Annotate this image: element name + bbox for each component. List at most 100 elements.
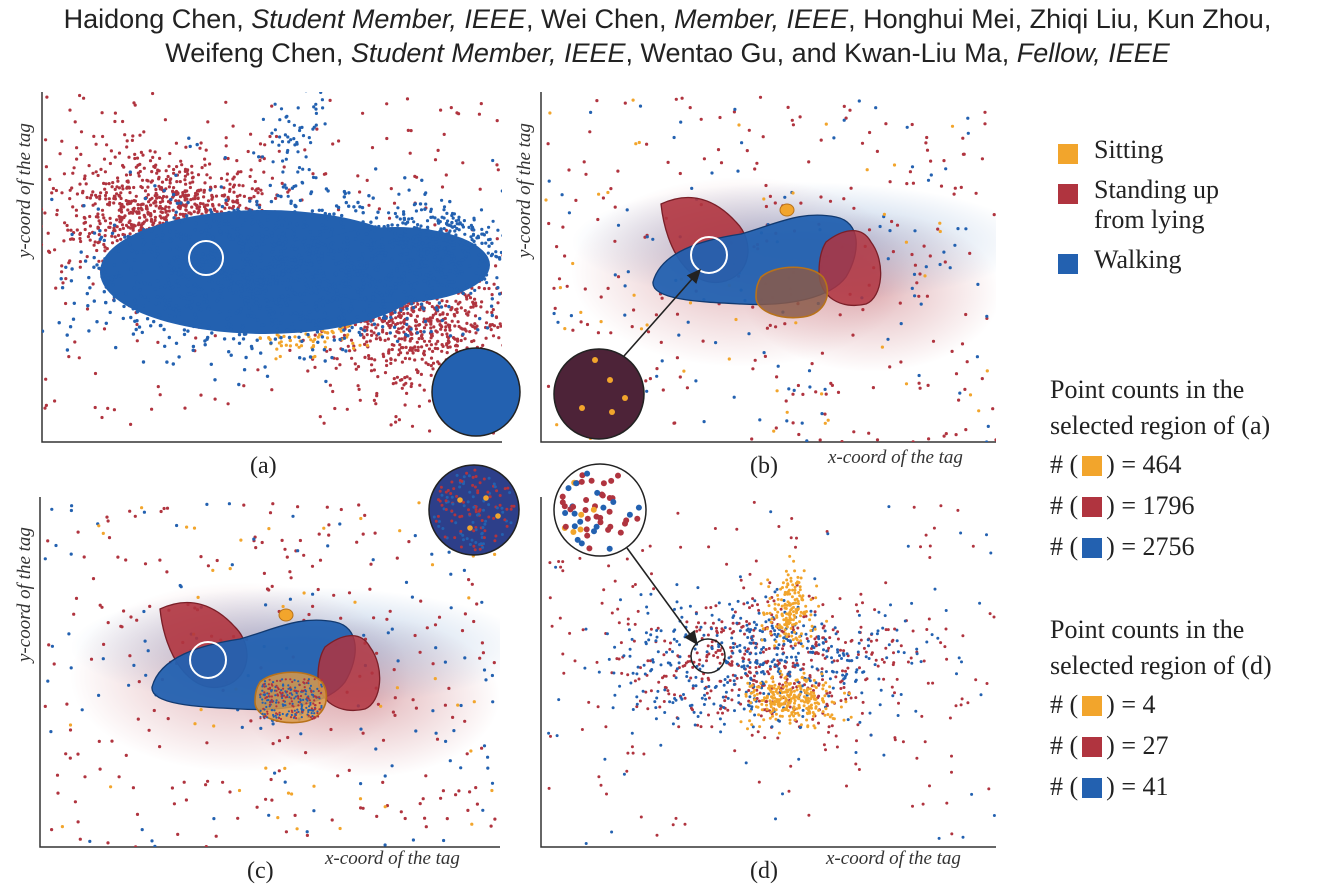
- standing-point: [495, 237, 499, 241]
- standing-point: [400, 360, 404, 364]
- standing-point: [796, 383, 801, 388]
- standing-point: [818, 438, 822, 442]
- mixed-point: [509, 521, 513, 525]
- walking-point: [319, 92, 323, 94]
- walking-point: [57, 321, 61, 325]
- walking-point: [451, 291, 455, 295]
- walking-point: [282, 704, 285, 708]
- sitting-point: [563, 327, 567, 331]
- walking-point: [269, 341, 273, 345]
- walking-point: [258, 259, 263, 263]
- x-axis-label-d: x-coord of the tag: [826, 848, 961, 869]
- walking-point: [276, 193, 280, 198]
- walking-point: [484, 273, 489, 277]
- walking-point: [408, 264, 412, 268]
- standing-point: [22, 179, 25, 182]
- standing-point: [429, 373, 433, 377]
- walking-point: [173, 315, 177, 319]
- walking-point: [242, 368, 247, 372]
- standing-point: [402, 330, 406, 334]
- walking-point: [186, 329, 190, 333]
- walking-point: [842, 118, 846, 122]
- sitting-point: [634, 142, 638, 146]
- mixed-point: [468, 512, 472, 516]
- walking-point: [293, 204, 298, 209]
- walking-point: [405, 296, 409, 300]
- standing-point: [429, 343, 433, 347]
- walking-point: [311, 715, 314, 718]
- walking-point: [357, 257, 361, 261]
- standing-point: [85, 195, 89, 200]
- walking-point: [371, 292, 375, 296]
- walking-point: [180, 220, 184, 225]
- standing-point: [974, 191, 978, 195]
- standing-point: [311, 604, 315, 609]
- sitting-point: [457, 497, 463, 503]
- standing-point: [134, 165, 138, 169]
- walking-point: [194, 221, 198, 226]
- standing-point: [79, 152, 83, 156]
- walking-point: [248, 251, 253, 255]
- standing-point: [965, 360, 969, 364]
- walking-point: [8, 228, 11, 231]
- standing-point: [44, 138, 48, 142]
- walking-point: [332, 212, 336, 216]
- walking-point: [88, 839, 92, 844]
- standing-point: [413, 633, 417, 638]
- magnifier-c: [428, 464, 520, 556]
- standing-point: [119, 237, 123, 241]
- walking-point: [438, 236, 442, 240]
- walking-point: [289, 311, 293, 316]
- standing-point: [678, 171, 682, 176]
- standing-point: [325, 505, 329, 509]
- mixed-point: [483, 522, 487, 526]
- walking-point: [308, 687, 311, 690]
- mixed-point: [483, 529, 487, 533]
- walking-point: [291, 227, 296, 232]
- standing-point: [32, 227, 35, 230]
- walking-point: [316, 253, 320, 258]
- standing-point: [428, 429, 432, 433]
- walking-point: [422, 244, 426, 248]
- sitting-point: [331, 331, 335, 335]
- walking-point: [106, 276, 110, 280]
- standing-point: [51, 186, 56, 191]
- walking-point: [299, 256, 304, 260]
- standing-point: [50, 828, 54, 832]
- walking-point: [167, 303, 171, 307]
- walking-point: [425, 257, 429, 261]
- walking-point: [466, 249, 470, 253]
- standing-point: [69, 228, 73, 232]
- standing-point: [206, 120, 210, 124]
- standing-point: [132, 206, 136, 210]
- standing-point: [280, 181, 284, 185]
- walking-point: [286, 694, 289, 697]
- walking-point: [589, 110, 593, 114]
- walking-point: [413, 534, 417, 538]
- standing-point: [416, 348, 420, 353]
- standing-point: [434, 342, 438, 346]
- standing-point: [395, 556, 399, 560]
- walking-point: [919, 302, 923, 306]
- walking-point: [307, 252, 311, 256]
- walking-point: [135, 319, 139, 323]
- standing-point: [387, 348, 391, 352]
- walking-point: [330, 227, 334, 232]
- standing-point: [943, 260, 947, 264]
- author-affiliation: Fellow, IEEE: [1016, 38, 1170, 68]
- walking-point: [412, 226, 416, 230]
- walking-point: [427, 277, 431, 281]
- standing-point: [55, 773, 60, 777]
- walking-point: [399, 304, 404, 308]
- walking-point: [469, 291, 473, 295]
- standing-point: [313, 699, 316, 702]
- standing-point: [445, 335, 450, 339]
- standing-point: [154, 191, 158, 195]
- walking-point: [71, 317, 76, 321]
- walking-point: [361, 211, 365, 215]
- walking-point: [270, 318, 274, 322]
- walking-point: [112, 298, 116, 303]
- standing-point: [487, 286, 491, 291]
- standing-point: [106, 841, 110, 845]
- standing-point: [438, 313, 442, 317]
